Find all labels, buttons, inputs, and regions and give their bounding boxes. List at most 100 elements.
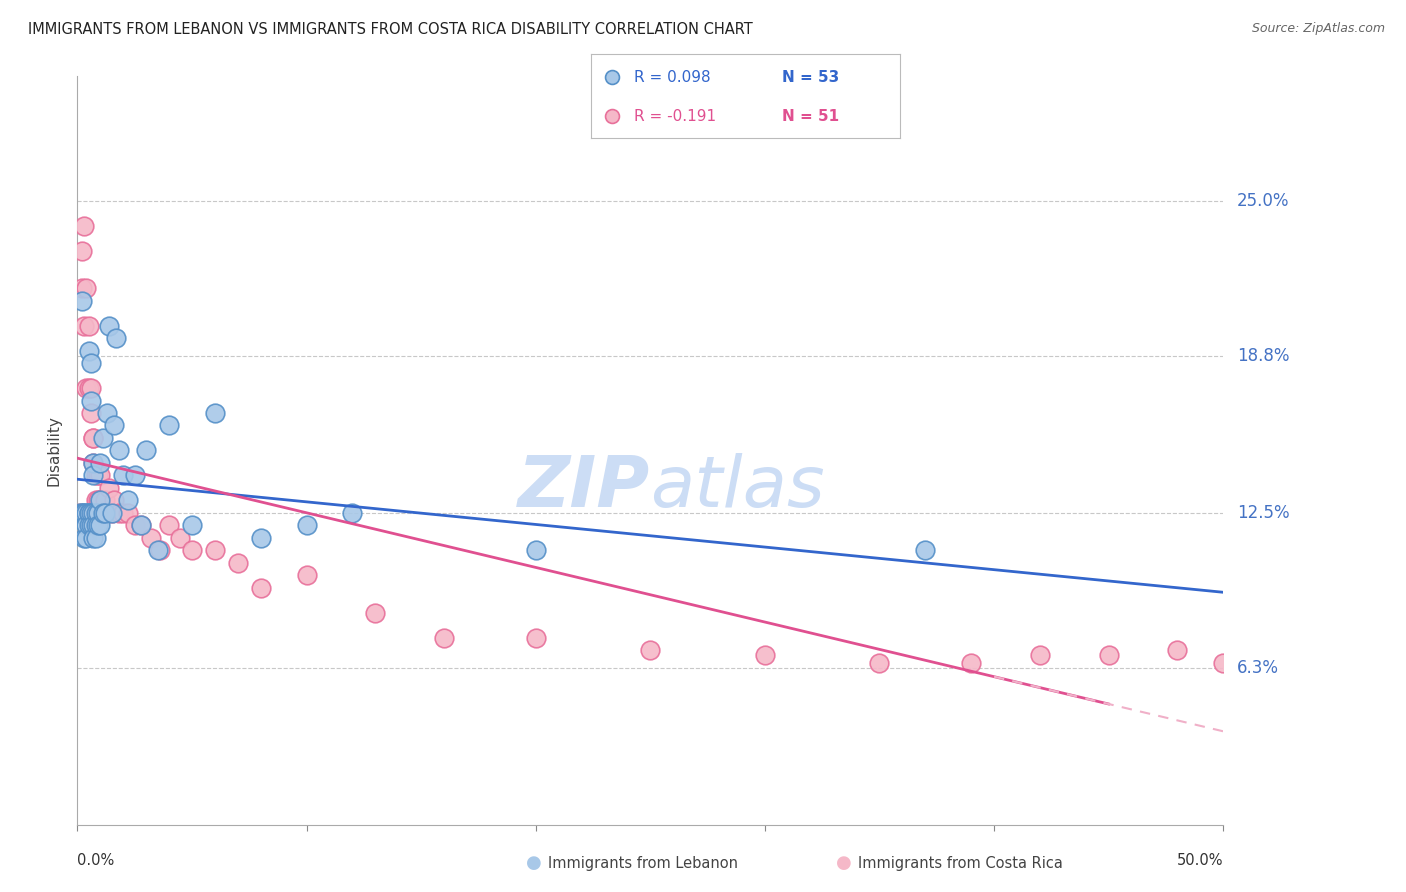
- Point: [869, 656, 891, 670]
- Point: [600, 109, 623, 123]
- Point: [77, 318, 100, 333]
- Point: [84, 531, 107, 545]
- Point: [82, 531, 104, 545]
- Point: [96, 506, 118, 520]
- Point: [146, 543, 169, 558]
- Point: [73, 219, 96, 233]
- Point: [180, 543, 204, 558]
- Point: [77, 518, 100, 533]
- Point: [96, 406, 118, 420]
- Point: [342, 506, 364, 520]
- Point: [84, 506, 107, 520]
- Point: [249, 531, 271, 545]
- Point: [70, 506, 93, 520]
- Point: [76, 506, 98, 520]
- Point: [204, 406, 226, 420]
- Point: [80, 518, 103, 533]
- Point: [76, 381, 98, 395]
- Point: [80, 506, 103, 520]
- Text: R = -0.191: R = -0.191: [634, 109, 716, 124]
- Point: [640, 643, 662, 657]
- Text: N = 53: N = 53: [782, 70, 839, 85]
- Text: 50.0%: 50.0%: [1177, 853, 1223, 868]
- Point: [169, 531, 191, 545]
- Point: [124, 468, 146, 483]
- Y-axis label: Disability: Disability: [46, 415, 62, 486]
- Point: [295, 518, 318, 533]
- Point: [249, 581, 271, 595]
- Point: [433, 631, 456, 645]
- Point: [84, 518, 107, 533]
- Point: [98, 481, 121, 495]
- Point: [98, 318, 121, 333]
- Point: [89, 456, 111, 470]
- Point: [91, 506, 114, 520]
- Point: [77, 343, 100, 358]
- Point: [89, 493, 111, 508]
- Point: [1166, 643, 1188, 657]
- Point: [82, 431, 104, 445]
- Point: [524, 631, 547, 645]
- Text: IMMIGRANTS FROM LEBANON VS IMMIGRANTS FROM COSTA RICA DISABILITY CORRELATION CHA: IMMIGRANTS FROM LEBANON VS IMMIGRANTS FR…: [28, 22, 752, 37]
- Point: [69, 506, 91, 520]
- Point: [80, 406, 103, 420]
- Point: [117, 493, 139, 508]
- Point: [131, 518, 153, 533]
- Text: 6.3%: 6.3%: [1237, 659, 1279, 677]
- Point: [100, 506, 122, 520]
- Text: ZIP: ZIP: [517, 453, 651, 523]
- Point: [76, 531, 98, 545]
- Point: [364, 606, 387, 620]
- Point: [1212, 656, 1234, 670]
- Point: [76, 281, 98, 295]
- Point: [80, 381, 103, 395]
- Point: [131, 518, 153, 533]
- Point: [112, 468, 135, 483]
- Point: [124, 518, 146, 533]
- Point: [77, 381, 100, 395]
- Point: [89, 518, 111, 533]
- Point: [139, 531, 162, 545]
- Text: 0.0%: 0.0%: [77, 853, 114, 868]
- Point: [1029, 648, 1052, 663]
- Point: [87, 506, 110, 520]
- Text: 18.8%: 18.8%: [1237, 347, 1289, 365]
- Point: [87, 468, 110, 483]
- Point: [295, 568, 318, 582]
- Point: [91, 506, 114, 520]
- Point: [84, 493, 107, 508]
- Point: [82, 468, 104, 483]
- Point: [600, 70, 623, 85]
- Point: [135, 443, 157, 458]
- Point: [82, 456, 104, 470]
- Point: [70, 281, 93, 295]
- Point: [73, 531, 96, 545]
- Point: [87, 493, 110, 508]
- Point: [69, 506, 91, 520]
- Point: [82, 518, 104, 533]
- Text: ●: ●: [526, 855, 543, 872]
- Point: [82, 506, 104, 520]
- Point: [91, 431, 114, 445]
- Point: [1098, 648, 1121, 663]
- Point: [180, 518, 204, 533]
- Text: Immigrants from Lebanon: Immigrants from Lebanon: [548, 856, 738, 871]
- Point: [70, 244, 93, 258]
- Point: [84, 468, 107, 483]
- Point: [226, 556, 249, 570]
- Point: [157, 418, 180, 433]
- Text: R = 0.098: R = 0.098: [634, 70, 710, 85]
- Point: [112, 506, 135, 520]
- Point: [149, 543, 172, 558]
- Point: [107, 506, 129, 520]
- Point: [89, 493, 111, 508]
- Point: [70, 293, 93, 308]
- Text: 12.5%: 12.5%: [1237, 504, 1289, 522]
- Point: [82, 456, 104, 470]
- Point: [107, 443, 129, 458]
- Point: [105, 331, 128, 345]
- Point: [73, 506, 96, 520]
- Point: [157, 518, 180, 533]
- Point: [77, 506, 100, 520]
- Point: [754, 648, 776, 663]
